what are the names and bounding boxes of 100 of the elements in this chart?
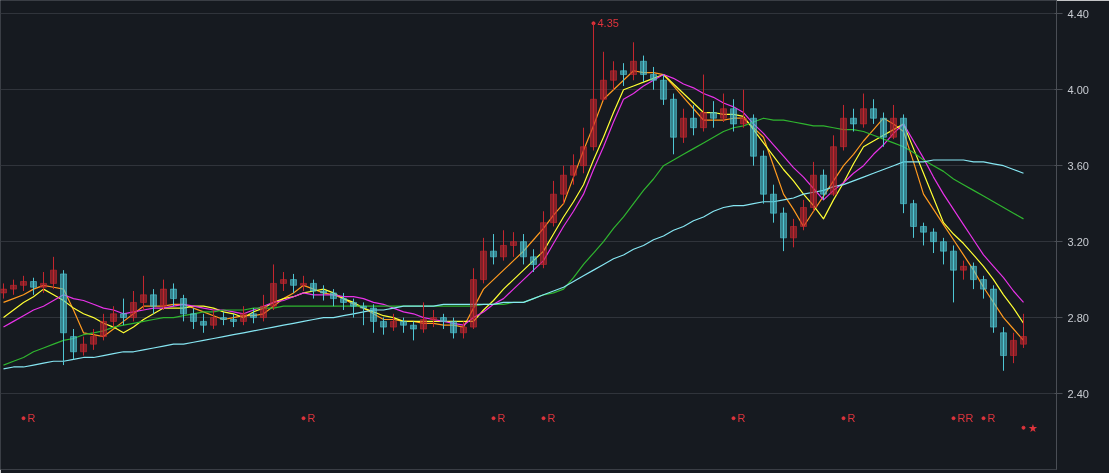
candlestick: [530, 248, 537, 273]
candlestick: [80, 336, 87, 357]
y-tick-label: 2.80: [1067, 311, 1089, 324]
candlestick: [340, 292, 347, 311]
point: [21, 416, 26, 421]
candlestick: [10, 279, 17, 296]
candlestick: [0, 282, 7, 300]
candlestick: [20, 275, 27, 292]
point: [731, 416, 736, 421]
candlestick: [310, 279, 317, 300]
candlestick: [370, 303, 377, 334]
candlestick: [630, 41, 637, 81]
candlestick: [520, 233, 527, 265]
candlestick: [540, 210, 547, 269]
candlestick: [650, 66, 657, 91]
candlestick: [770, 184, 777, 224]
point: [301, 416, 306, 421]
candlestick: [730, 98, 737, 133]
candlestick: [870, 98, 877, 125]
candlestick: [270, 263, 277, 311]
candlestick: [960, 260, 967, 281]
candlestick: [240, 305, 247, 326]
candlestick: [1000, 326, 1007, 372]
candlestick: [680, 108, 687, 144]
candlestick: [690, 104, 697, 136]
candlestick: [950, 244, 957, 303]
candlestick: [890, 104, 897, 140]
candlestick: [470, 267, 477, 330]
candlestick: [850, 108, 857, 133]
candlestick: [830, 134, 837, 197]
line-series: [2, 159, 1025, 370]
y-tick-label: 3.20: [1067, 235, 1089, 248]
candlestick: [920, 222, 927, 246]
candlestick: [660, 74, 667, 106]
candlestick: [760, 150, 767, 205]
candlestick: [220, 311, 227, 326]
candlestick: [710, 100, 717, 129]
candlestick: [70, 328, 77, 360]
candlestick: [430, 309, 437, 328]
candlestick: [100, 313, 107, 341]
y-tick-label: 4.40: [1067, 7, 1089, 20]
point: [541, 416, 546, 421]
candlestick: [580, 127, 587, 174]
candlestick: [290, 273, 297, 294]
candlestick: [1020, 313, 1027, 349]
candlestick: [550, 180, 557, 227]
point: [591, 21, 596, 26]
candlestick: [560, 165, 567, 205]
candlestick: [800, 199, 807, 231]
data-label: ★: [1027, 421, 1038, 434]
candlestick: [170, 282, 177, 307]
candlestick: [320, 284, 327, 302]
candlestick: [570, 153, 577, 186]
candlestick: [210, 309, 217, 330]
data-label: R: [307, 412, 316, 425]
candlestick: [790, 218, 797, 248]
candlestick: [450, 317, 457, 339]
data-label: 4.35: [597, 17, 619, 30]
candlestick: [280, 271, 287, 292]
candlestick: [590, 22, 597, 151]
candlestick: [50, 256, 57, 290]
candlestick: [300, 275, 307, 292]
candlestick: [740, 89, 747, 129]
candlestick: [460, 320, 467, 339]
candlestick: [500, 229, 507, 262]
point: [491, 416, 496, 421]
y-tick-label: 2.40: [1067, 387, 1089, 400]
candlestick: [930, 227, 937, 254]
candlestick: [510, 231, 517, 258]
candlestick: [30, 277, 37, 296]
candlestick: [40, 271, 47, 294]
candlestick: [260, 294, 267, 322]
point: [1021, 425, 1026, 430]
candlestick: [330, 288, 337, 307]
candlestick: [150, 288, 157, 315]
y-tick-label: 4.00: [1067, 83, 1089, 96]
data-label: R: [497, 412, 506, 425]
candlestick: [130, 290, 137, 322]
candlestick: [120, 298, 127, 326]
candlestick: [350, 298, 357, 319]
candlestick: [90, 328, 97, 351]
data-label: R: [737, 412, 746, 425]
candlestick: [490, 233, 497, 265]
candlestick: [940, 237, 947, 265]
candlestick: [160, 279, 167, 311]
candlestick: [190, 307, 197, 330]
candlestick: [1010, 332, 1017, 364]
data-label: R: [847, 412, 856, 425]
candlestick: [180, 294, 187, 322]
candlestick: [600, 51, 607, 102]
candlestick: [670, 93, 677, 155]
candlestick: [840, 104, 847, 151]
candlestick: [860, 93, 867, 129]
candlestick: [700, 74, 707, 133]
candlestick: [380, 317, 387, 336]
point: [841, 416, 846, 421]
candlestick: [140, 275, 147, 311]
candlestick: [780, 206, 787, 252]
candlestick: [750, 113, 757, 167]
candlestick: [640, 55, 647, 83]
